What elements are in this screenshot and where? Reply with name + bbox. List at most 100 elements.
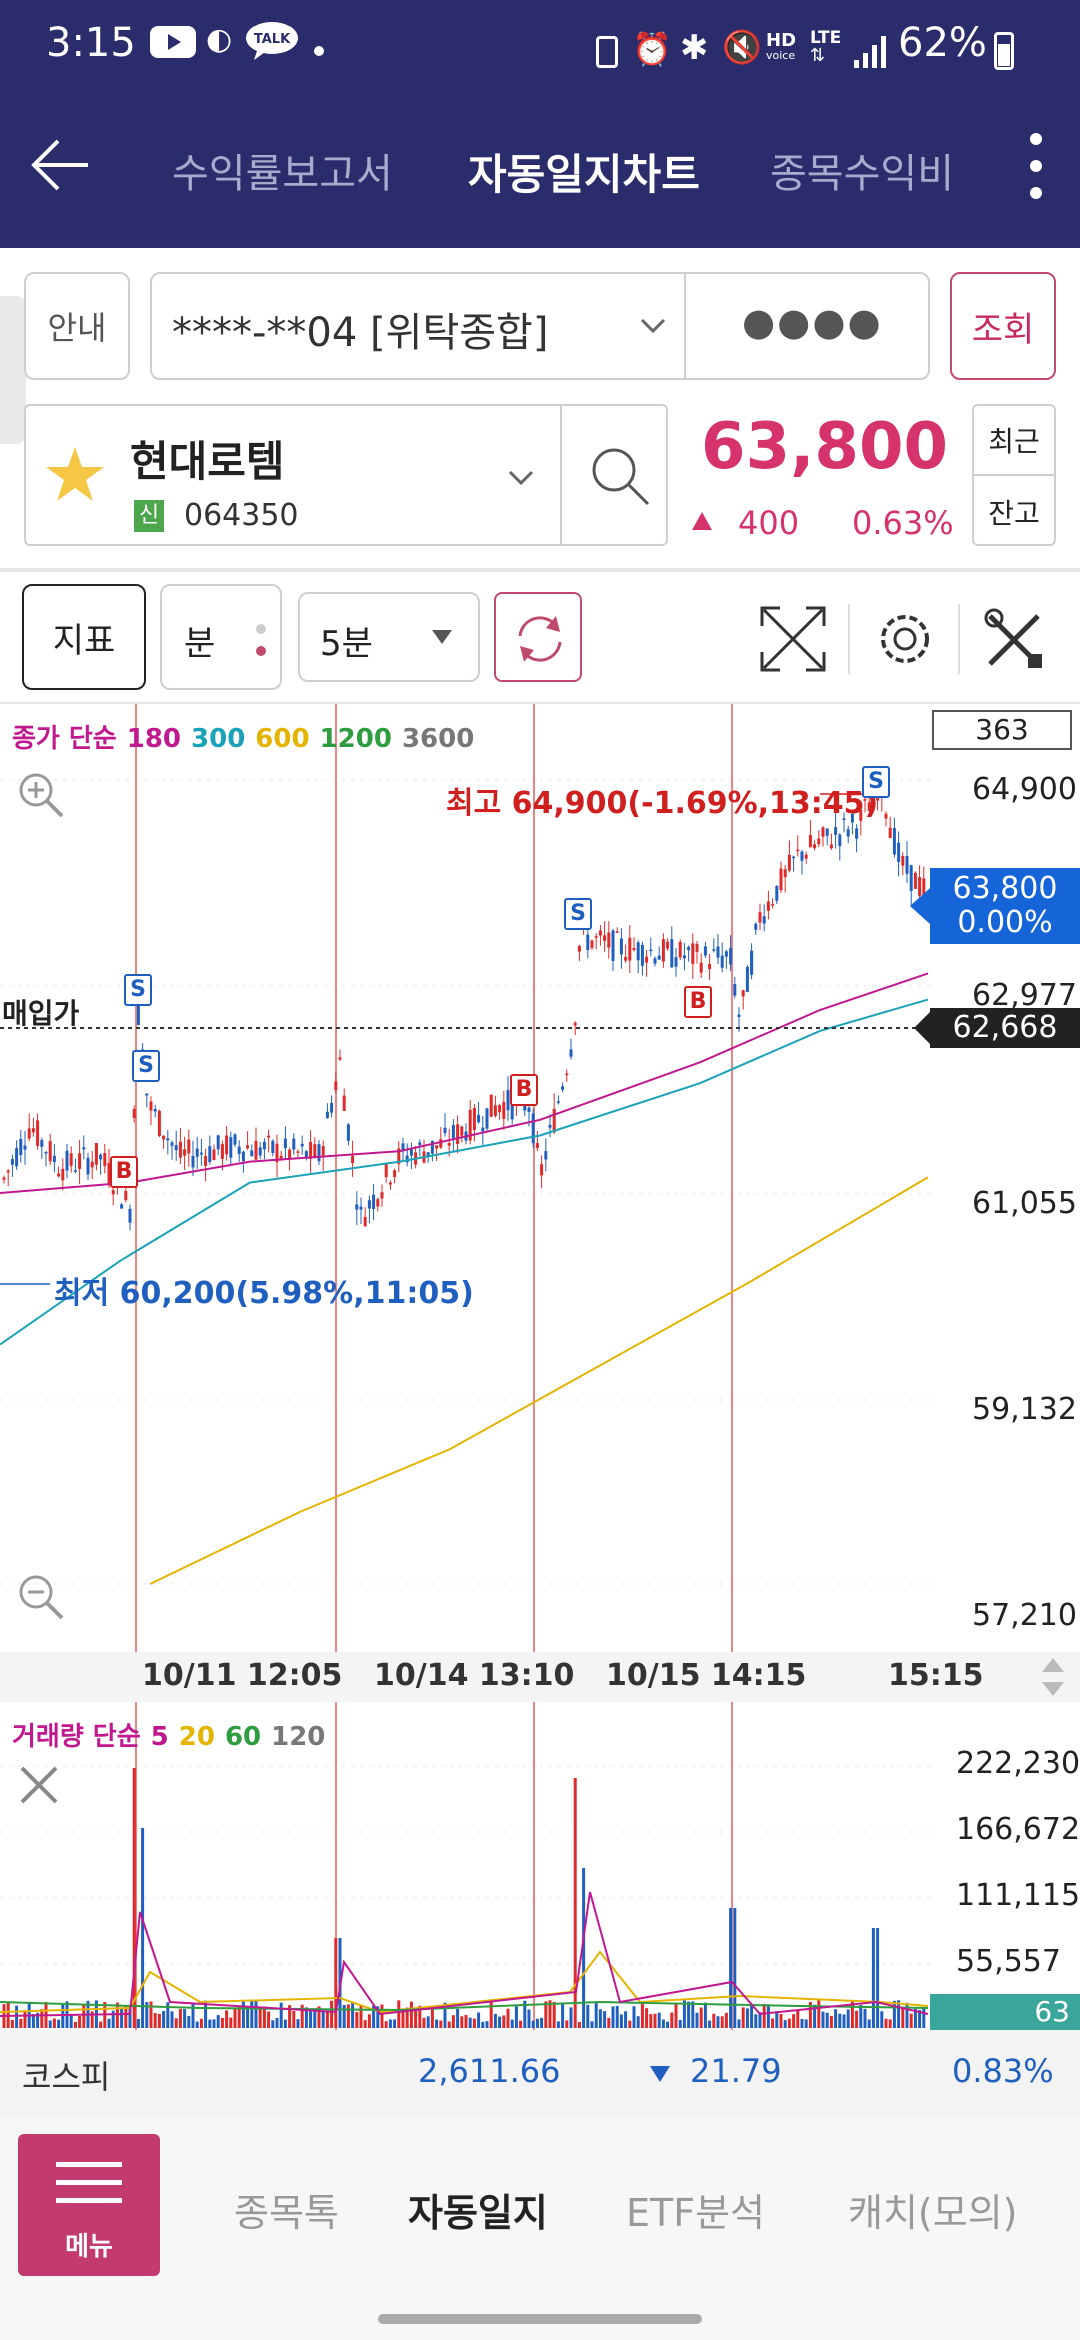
interval-select[interactable]: 5분	[298, 592, 480, 682]
volume-bar	[464, 2014, 468, 2028]
account-select[interactable]: ****-**04 [위탁종합] ●●●●	[150, 272, 930, 380]
volume-bar	[162, 2010, 166, 2028]
volume-bar	[687, 2001, 691, 2028]
volume-bar	[216, 2015, 220, 2028]
candle-body	[325, 1111, 329, 1118]
fullscreen-expand-icon[interactable]	[758, 604, 828, 678]
candle-body	[19, 1138, 23, 1155]
index-bar[interactable]: 코스피 2,611.66 21.79 0.83%	[0, 2030, 1080, 2116]
menu-label: 메뉴	[65, 2232, 113, 2262]
volume-bar	[128, 2005, 132, 2028]
candle-body	[670, 939, 674, 968]
volume-chart-panel[interactable]: 거래량 단순 5 20 60 120 222,230 166,672 111,115 5…	[0, 1702, 1080, 2030]
battery-percent: 62%	[898, 20, 987, 66]
alarm-icon: ⏰	[632, 30, 672, 68]
query-button[interactable]: 조회	[950, 272, 1056, 380]
recent-button[interactable]: 최근	[988, 425, 1040, 458]
volume-bar	[699, 2007, 703, 2028]
candle-body	[157, 1110, 161, 1136]
stock-select[interactable]: 현대로템 신 064350	[24, 404, 668, 546]
candle-body	[162, 1135, 166, 1140]
price-chart-panel[interactable]: 종가 단순 180 300 600 1200 3600 363 64,900 62,977…	[0, 704, 1080, 1652]
tab-stock-return-compare[interactable]: 종목수익비	[770, 151, 954, 197]
nav-item-auto-journal[interactable]: 자동일지	[408, 2191, 548, 2235]
volume-bar	[670, 2012, 674, 2028]
menu-button[interactable]: 메뉴	[18, 2134, 160, 2276]
candle-body	[804, 854, 808, 859]
unit-button[interactable]: 분	[160, 584, 282, 690]
avg-price-label: 매입가	[2, 997, 80, 1030]
volume-bar	[330, 2000, 334, 2028]
home-indicator[interactable]	[378, 2314, 702, 2324]
volume-bar	[548, 2000, 552, 2028]
guide-button[interactable]: 안내	[24, 272, 130, 380]
volume-bar	[838, 2013, 842, 2028]
volume-bar	[372, 2005, 376, 2028]
candle-body	[502, 1102, 506, 1119]
indicator-button[interactable]: 지표	[22, 584, 146, 690]
voice-label: voice	[766, 49, 796, 62]
index-change-pct: 0.83%	[952, 2052, 1054, 2090]
volume-bar	[523, 2000, 527, 2028]
candle-body	[86, 1157, 90, 1175]
drawing-tools-icon[interactable]	[980, 604, 1050, 678]
ma-300-line	[0, 998, 929, 1346]
zoom-in-icon[interactable]	[14, 768, 68, 826]
vol-y-tick-1: 222,230	[956, 1746, 1080, 1781]
password-field[interactable]: ●●●●	[742, 300, 883, 344]
volume-bar	[69, 2015, 73, 2028]
volume-bar	[792, 2014, 796, 2028]
tab-return-report[interactable]: 수익률보고서	[172, 151, 393, 197]
resize-handle-icon[interactable]	[1038, 1656, 1068, 1702]
gear-icon[interactable]	[870, 604, 940, 678]
gesture-bar	[0, 2300, 1080, 2340]
price-change: 400	[738, 504, 800, 542]
volume-bar	[409, 2001, 413, 2028]
nav-item-etf-analysis[interactable]: ETF분석	[626, 2191, 765, 2235]
search-icon[interactable]	[586, 442, 656, 516]
indicator-label: 지표	[52, 620, 116, 661]
candle-body	[65, 1150, 69, 1171]
ma-legend-item-0: 종가 단순	[12, 724, 117, 754]
tab-auto-journal-chart[interactable]: 자동일지차트	[468, 150, 700, 199]
back-arrow-icon[interactable]	[28, 133, 92, 197]
candle-body	[666, 941, 670, 949]
volume-bar	[141, 1828, 145, 2028]
candle-body	[712, 949, 716, 951]
candle-body	[489, 1094, 493, 1117]
balance-button[interactable]: 잔고	[988, 497, 1040, 530]
volume-bar	[258, 2006, 262, 2028]
volume-bar	[355, 2011, 359, 2028]
candle-body	[779, 868, 783, 891]
sell-marker: S	[564, 898, 592, 930]
status-bar: 3:15 ◐ TALK ⏰ ✱ 🔇 HD voice LTE ⇅ 62%	[0, 0, 1080, 105]
dropdown-triangle-icon	[430, 628, 454, 650]
volume-bar	[397, 2000, 401, 2028]
candle-body	[418, 1142, 422, 1146]
favorite-star-icon[interactable]	[44, 444, 106, 510]
candle-body	[577, 945, 581, 952]
candle-body	[178, 1141, 182, 1158]
svg-text:TALK: TALK	[254, 32, 291, 47]
candle-body	[901, 855, 905, 866]
side-drawer-handle[interactable]	[0, 296, 26, 444]
zoom-out-icon[interactable]	[14, 1570, 68, 1628]
refresh-button[interactable]	[494, 592, 582, 682]
x-tick-4: 15:15	[888, 1658, 984, 1693]
candle-body	[250, 1150, 254, 1157]
volume-bar	[132, 1768, 136, 2028]
volume-bar	[758, 2012, 762, 2028]
volume-chart-svg	[0, 1702, 930, 2030]
candle-body	[485, 1108, 489, 1129]
candle-body	[208, 1146, 212, 1163]
mute-icon: 🔇	[722, 28, 762, 66]
close-icon[interactable]	[14, 1760, 64, 1814]
volume-bar	[191, 2003, 195, 2028]
volume-bar	[485, 2021, 489, 2028]
more-vertical-icon[interactable]	[1024, 131, 1048, 201]
ma-legend-item-2: 300	[191, 724, 246, 754]
volume-bar	[876, 1928, 880, 2028]
nav-item-catch-mock[interactable]: 캐치(모의)	[848, 2191, 1018, 2235]
volume-bar	[279, 2002, 283, 2028]
nav-item-stock-talk[interactable]: 종목톡	[234, 2191, 339, 2235]
